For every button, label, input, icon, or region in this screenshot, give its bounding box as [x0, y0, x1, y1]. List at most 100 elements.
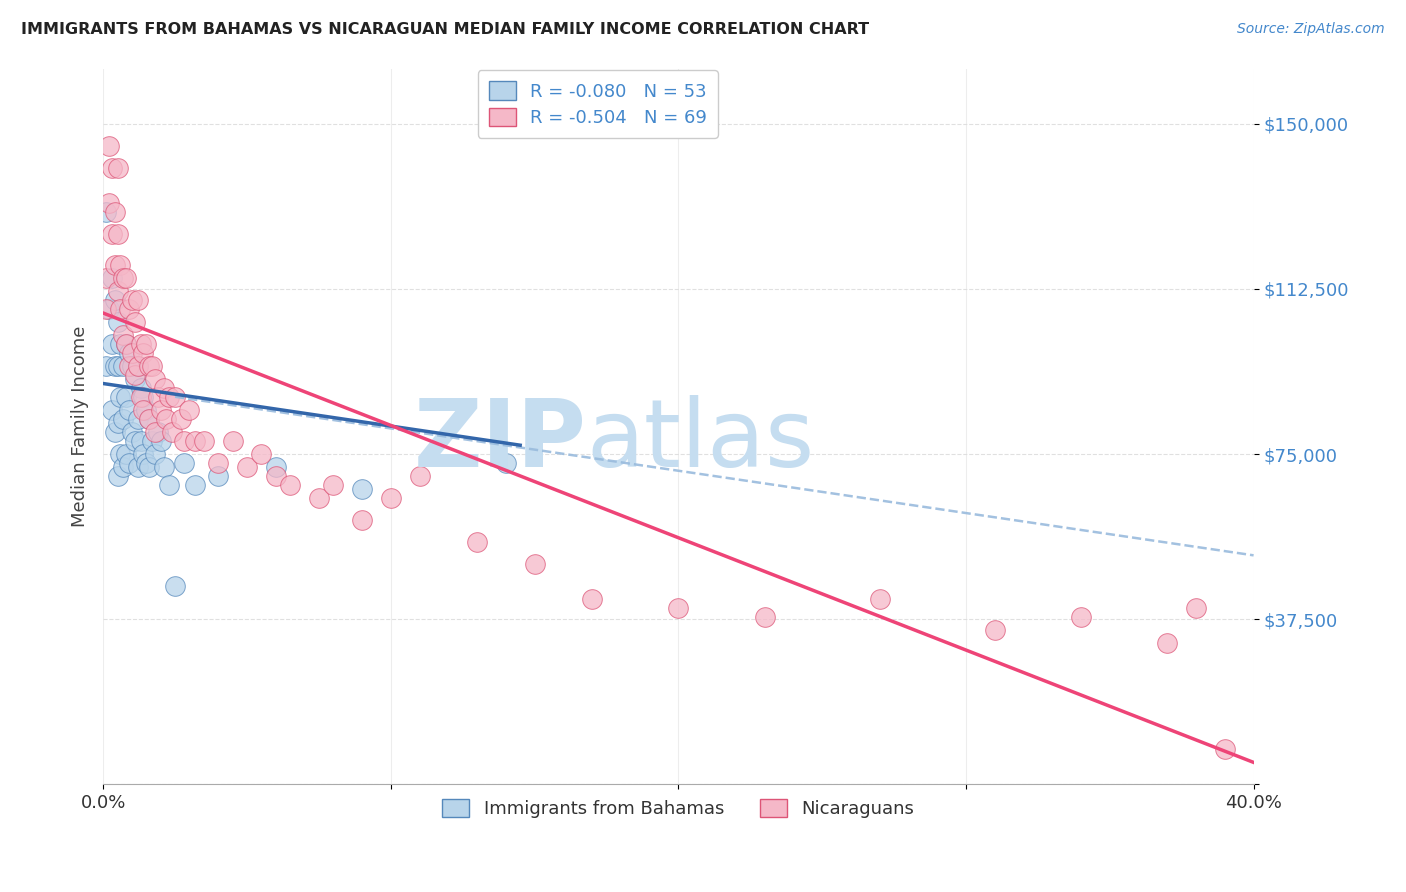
Point	[127, 460, 149, 475]
Point	[250, 447, 273, 461]
Point	[179, 403, 201, 417]
Point	[97, 195, 120, 210]
Point	[207, 456, 229, 470]
Point	[118, 345, 141, 359]
Point	[107, 416, 129, 430]
Legend: Immigrants from Bahamas, Nicaraguans: Immigrants from Bahamas, Nicaraguans	[434, 792, 922, 825]
Point	[115, 270, 138, 285]
Point	[155, 411, 177, 425]
Point	[132, 403, 155, 417]
Point	[138, 411, 160, 425]
Point	[193, 434, 215, 448]
Point	[207, 469, 229, 483]
Point	[118, 456, 141, 470]
Point	[118, 403, 141, 417]
Point	[149, 434, 172, 448]
Point	[149, 403, 172, 417]
Point	[143, 372, 166, 386]
Point	[107, 284, 129, 298]
Point	[110, 447, 132, 461]
Point	[408, 469, 430, 483]
Point	[104, 359, 127, 373]
Point	[264, 469, 287, 483]
Point	[118, 301, 141, 316]
Point	[754, 610, 776, 624]
Point	[100, 227, 122, 241]
Point	[110, 390, 132, 404]
Point	[107, 315, 129, 329]
Point	[138, 460, 160, 475]
Point	[1070, 610, 1092, 624]
Point	[104, 204, 127, 219]
Point	[112, 270, 135, 285]
Point	[127, 359, 149, 373]
Text: Source: ZipAtlas.com: Source: ZipAtlas.com	[1237, 22, 1385, 37]
Point	[115, 447, 138, 461]
Text: IMMIGRANTS FROM BAHAMAS VS NICARAGUAN MEDIAN FAMILY INCOME CORRELATION CHART: IMMIGRANTS FROM BAHAMAS VS NICARAGUAN ME…	[21, 22, 869, 37]
Point	[135, 403, 157, 417]
Point	[157, 390, 180, 404]
Point	[869, 592, 891, 607]
Point	[160, 425, 183, 439]
Point	[1213, 742, 1236, 756]
Point	[110, 258, 132, 272]
Point	[124, 372, 146, 386]
Point	[127, 411, 149, 425]
Point	[97, 301, 120, 316]
Point	[115, 337, 138, 351]
Point	[124, 368, 146, 382]
Point	[104, 258, 127, 272]
Point	[146, 425, 169, 439]
Point	[129, 390, 152, 404]
Point	[112, 460, 135, 475]
Point	[127, 359, 149, 373]
Point	[350, 482, 373, 496]
Point	[143, 447, 166, 461]
Point	[308, 491, 330, 505]
Point	[135, 337, 157, 351]
Y-axis label: Median Family Income: Median Family Income	[72, 326, 89, 527]
Point	[132, 345, 155, 359]
Point	[118, 359, 141, 373]
Point	[121, 359, 143, 373]
Point	[121, 293, 143, 307]
Point	[157, 478, 180, 492]
Point	[115, 337, 138, 351]
Point	[107, 469, 129, 483]
Point	[115, 390, 138, 404]
Point	[107, 359, 129, 373]
Point	[104, 293, 127, 307]
Point	[350, 513, 373, 527]
Point	[94, 301, 117, 316]
Point	[983, 624, 1005, 638]
Point	[110, 337, 132, 351]
Point	[152, 460, 174, 475]
Point	[465, 535, 488, 549]
Point	[1156, 636, 1178, 650]
Point	[221, 434, 243, 448]
Point	[107, 227, 129, 241]
Text: atlas: atlas	[586, 395, 814, 487]
Point	[129, 434, 152, 448]
Point	[1185, 601, 1208, 615]
Point	[104, 425, 127, 439]
Point	[132, 390, 155, 404]
Point	[100, 270, 122, 285]
Point	[143, 425, 166, 439]
Point	[100, 403, 122, 417]
Point	[170, 411, 193, 425]
Point	[495, 456, 517, 470]
Point	[94, 359, 117, 373]
Point	[184, 434, 207, 448]
Point	[138, 359, 160, 373]
Text: ZIP: ZIP	[413, 395, 586, 487]
Point	[322, 478, 344, 492]
Point	[94, 204, 117, 219]
Point	[380, 491, 402, 505]
Point	[100, 337, 122, 351]
Point	[236, 460, 259, 475]
Point	[112, 328, 135, 343]
Point	[100, 161, 122, 175]
Point	[278, 478, 301, 492]
Point	[141, 434, 163, 448]
